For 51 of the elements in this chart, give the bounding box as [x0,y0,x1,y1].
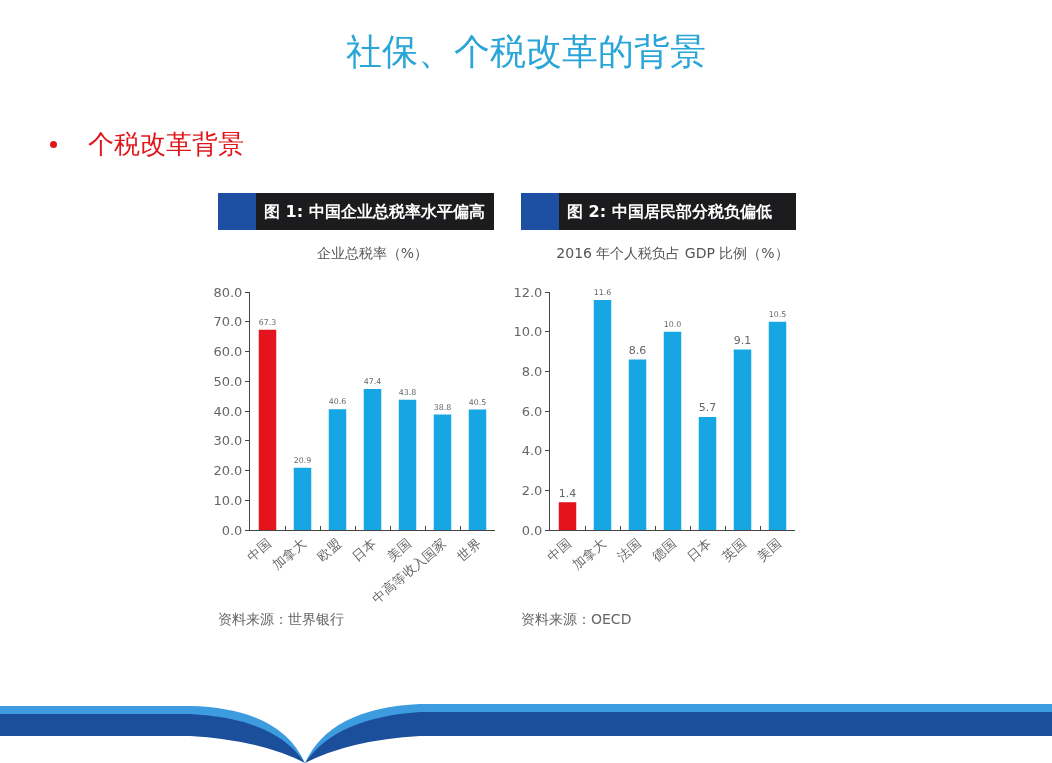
x-tick-label: 世界 [454,535,484,565]
y-tick-label: 80.0 [213,284,243,300]
x-tick-label: 日本 [349,535,379,565]
y-tick-label: 8.0 [521,363,543,379]
y-tick-label: 2.0 [521,482,543,498]
y-tick-label: 10.0 [513,324,543,340]
text: 资料来源：世界银行 [218,610,344,628]
x-tick-label: 美国 [384,535,414,565]
text: 资料来源：OECD [521,610,632,628]
y-tick-label: 30.0 [213,433,243,449]
y-tick-label: 10.0 [213,492,243,508]
bar [328,409,347,530]
data-label: 8.6 [628,343,647,357]
x-tick-label: 欧盟 [314,535,344,565]
bar [768,321,787,530]
bar [593,299,612,530]
data-label: 5.7 [698,401,717,415]
bar [468,409,487,530]
y-tick-label: 50.0 [213,373,243,389]
x-tick-label: 德国 [649,535,679,565]
bar [663,331,682,530]
y-tick-label: 4.0 [521,443,543,459]
text: 社保、个税改革的背景 [345,30,707,74]
bar [558,502,577,530]
bar [733,349,752,530]
y-tick-label: 12.0 [513,284,543,300]
bar [698,416,717,530]
chart-subtitle: 2016 年个人税负占 GDP 比例（%） [555,244,790,263]
bar [363,388,382,530]
x-tick-label: 日本 [684,535,714,565]
bar [398,399,417,530]
chart-subtitle: 企业总税率（%） [315,244,430,263]
x-tick-label: 法国 [614,535,644,565]
chart-title: 图 2: 中国居民部分税负偏低 [521,193,796,230]
y-tick-label: 40.0 [213,403,243,419]
text: 个税改革背景 [88,128,244,161]
y-tick-label: 0.0 [221,522,243,538]
data-label: 9.1 [733,333,752,347]
y-tick-label: 20.0 [213,463,243,479]
bar [628,359,647,530]
x-tick-label: 美国 [754,535,784,565]
bar [293,467,312,530]
y-tick-label: 0.0 [521,522,543,538]
y-tick-label: 60.0 [213,344,243,360]
chart-title: 图 1: 中国企业总税率水平偏高 [218,193,494,230]
y-tick-label: 70.0 [213,314,243,330]
bar [258,329,277,530]
y-tick-label: 6.0 [521,403,543,419]
data-label: 1.4 [558,486,577,500]
x-tick-label: 英国 [719,535,749,565]
bar [433,414,452,530]
